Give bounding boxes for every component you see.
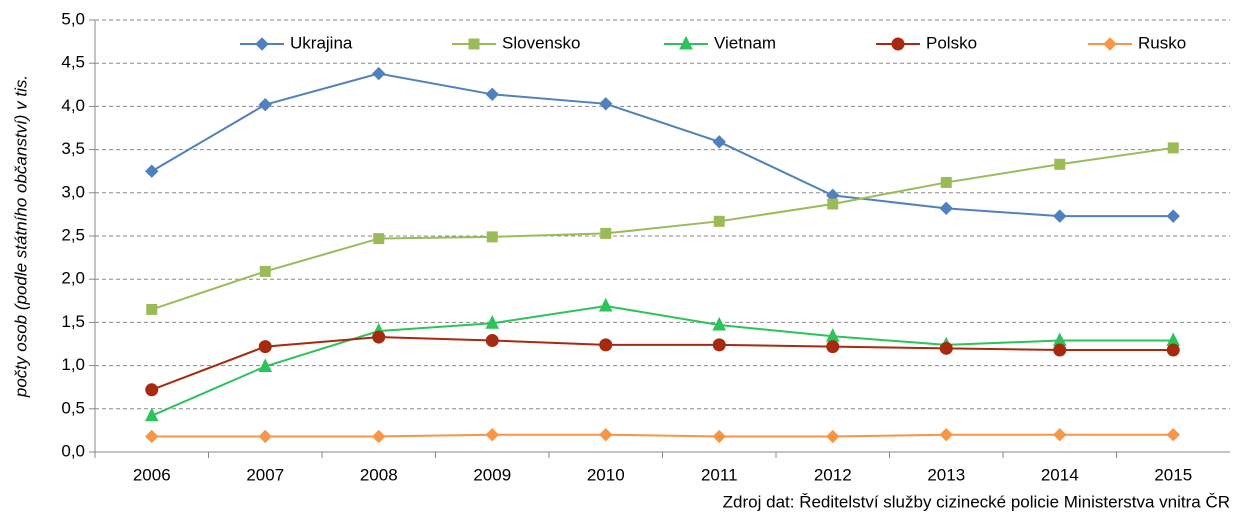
y-tick-label: 5,0	[61, 9, 85, 28]
data-point	[600, 227, 612, 239]
data-point	[485, 334, 499, 348]
data-point	[372, 66, 386, 81]
series-line	[151, 433, 1174, 438]
data-point	[259, 265, 271, 277]
series-line	[151, 336, 1174, 391]
y-axis-label: počty osob (podle státního občanství) v …	[11, 75, 30, 398]
data-point	[599, 97, 613, 111]
legend-label: Vietnam	[714, 33, 776, 52]
data-point	[145, 429, 159, 444]
data-point	[373, 233, 385, 245]
y-tick-label: 0,5	[61, 398, 85, 417]
data-point	[939, 341, 953, 355]
data-point	[485, 315, 500, 329]
legend-marker	[679, 35, 693, 50]
data-point	[826, 429, 840, 444]
legend-marker	[468, 38, 480, 50]
legend-label: Slovensko	[502, 33, 580, 52]
x-tick-label: 2013	[927, 465, 965, 484]
data-point	[145, 383, 159, 397]
x-tick-label: 2011	[701, 465, 738, 484]
y-tick-label: 3,0	[61, 182, 85, 201]
data-point	[712, 429, 726, 444]
data-point	[1166, 343, 1180, 357]
data-point	[258, 429, 272, 444]
data-point	[144, 407, 159, 422]
source-note: Zdroj dat: Ředitelství služby cizinecké …	[723, 492, 1230, 511]
data-point	[258, 358, 273, 372]
data-point	[258, 97, 272, 112]
y-tick-label: 2,5	[61, 225, 85, 244]
series-line	[151, 72, 1174, 218]
legend-label: Polsko	[926, 33, 977, 52]
data-point	[827, 198, 839, 210]
data-point	[146, 303, 158, 315]
data-point	[372, 429, 386, 444]
legend-label: Ukrajina	[290, 33, 353, 52]
y-tick-label: 2,0	[61, 269, 85, 288]
y-tick-label: 3,5	[61, 139, 85, 158]
data-point	[258, 340, 272, 354]
data-point	[599, 338, 613, 352]
data-point	[712, 135, 726, 149]
y-tick-label: 4,0	[61, 96, 85, 115]
data-point	[1053, 428, 1067, 442]
data-point	[486, 231, 498, 243]
data-point	[1166, 209, 1180, 223]
y-tick-label: 0,0	[61, 441, 85, 460]
data-point	[485, 87, 499, 102]
data-point	[598, 297, 613, 312]
x-tick-label: 2007	[246, 465, 284, 484]
data-point	[145, 164, 159, 178]
data-point	[713, 215, 725, 227]
data-point	[1166, 428, 1180, 442]
data-point	[1167, 142, 1179, 154]
data-point	[485, 428, 499, 442]
data-point	[826, 340, 840, 354]
x-tick-label: 2010	[587, 465, 625, 484]
series-line	[151, 304, 1174, 417]
data-point	[1053, 343, 1067, 357]
x-tick-label: 2006	[133, 465, 171, 484]
legend-marker	[255, 37, 269, 51]
x-tick-label: 2015	[1154, 465, 1192, 484]
data-point	[712, 338, 726, 352]
legend-marker	[891, 37, 905, 51]
data-point	[1053, 209, 1067, 223]
data-point	[599, 428, 613, 442]
legend-marker	[1103, 37, 1117, 51]
y-tick-label: 1,0	[61, 355, 85, 374]
y-tick-label: 4,5	[61, 53, 85, 72]
data-point	[372, 330, 386, 344]
x-tick-label: 2012	[814, 465, 852, 484]
x-tick-label: 2014	[1041, 465, 1079, 484]
legend-label: Rusko	[1138, 33, 1186, 52]
data-point	[1054, 158, 1066, 170]
data-point	[712, 316, 727, 331]
x-tick-label: 2008	[360, 465, 398, 484]
data-point	[939, 201, 953, 216]
data-point	[940, 176, 952, 188]
y-tick-label: 1,5	[61, 312, 85, 331]
data-point	[939, 428, 953, 442]
x-tick-label: 2009	[473, 465, 511, 484]
series-line	[151, 146, 1174, 311]
